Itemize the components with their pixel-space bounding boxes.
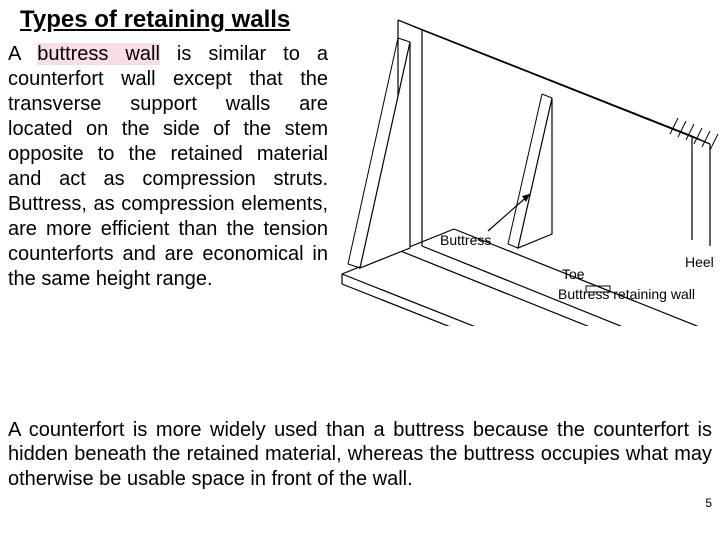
buttress-diagram: Buttress Toe Heel Buttress retaining wal… (340, 0, 720, 326)
label-caption: Buttress retaining wall (558, 286, 695, 302)
page-number: 5 (705, 496, 712, 510)
label-toe: Toe (562, 266, 585, 282)
para1-lead: A (8, 43, 37, 65)
para1-highlight: buttress wall (37, 43, 160, 65)
label-heel: Heel (685, 254, 714, 270)
paragraph-1: A buttress wall is similar to a counterf… (8, 42, 328, 292)
paragraph-2: A counterfort is more widely used than a… (8, 418, 712, 491)
label-buttress: Buttress (440, 232, 491, 248)
page-title: Types of retaining walls (20, 6, 290, 34)
para1-rest: is similar to a counterfort wall except … (8, 43, 328, 290)
